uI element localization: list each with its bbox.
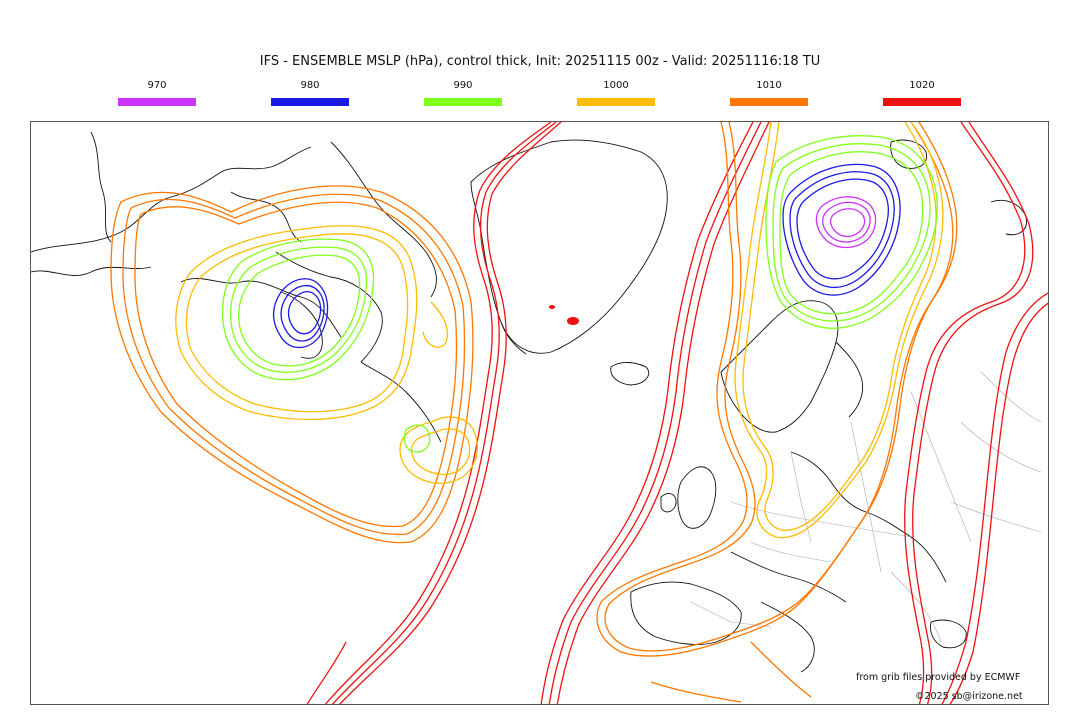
copyright-credit: ©2025 sb@irizone.net xyxy=(915,691,1023,702)
legend-label: 1010 xyxy=(756,80,782,91)
legend-label: 1020 xyxy=(909,80,935,91)
legend-swatch xyxy=(577,98,655,106)
legend-label: 970 xyxy=(147,80,167,91)
legend-item-1000: 1000 xyxy=(577,80,655,106)
legend-swatch xyxy=(271,98,349,106)
high-pressure-spot xyxy=(567,317,579,325)
coastlines xyxy=(31,131,1027,673)
legend-swatch xyxy=(118,98,196,106)
legend-item-970: 970 xyxy=(118,80,196,106)
isobar-980 xyxy=(272,163,901,349)
map-canvas xyxy=(31,122,1048,704)
map-title: IFS - ENSEMBLE MSLP (hPa), control thick… xyxy=(259,54,821,69)
legend-item-980: 980 xyxy=(271,80,349,106)
legend-label: 1000 xyxy=(603,80,629,91)
legend-swatch xyxy=(730,98,808,106)
isobar-970 xyxy=(815,196,877,249)
legend-item-990: 990 xyxy=(424,80,502,106)
isobar-1000 xyxy=(175,122,944,539)
legend-swatch xyxy=(883,98,961,106)
country-borders xyxy=(690,371,1042,643)
isobar-1020 xyxy=(306,122,1048,704)
legend-item-1020: 1020 xyxy=(883,80,961,106)
legend-item-1010: 1010 xyxy=(730,80,808,106)
high-pressure-spot xyxy=(549,305,555,309)
map-panel xyxy=(30,121,1049,705)
legend-label: 990 xyxy=(453,80,473,91)
legend-label: 980 xyxy=(300,80,320,91)
legend-swatch xyxy=(424,98,502,106)
source-credit: from grib files provided by ECMWF xyxy=(856,672,1021,683)
isobar-990 xyxy=(221,135,938,453)
